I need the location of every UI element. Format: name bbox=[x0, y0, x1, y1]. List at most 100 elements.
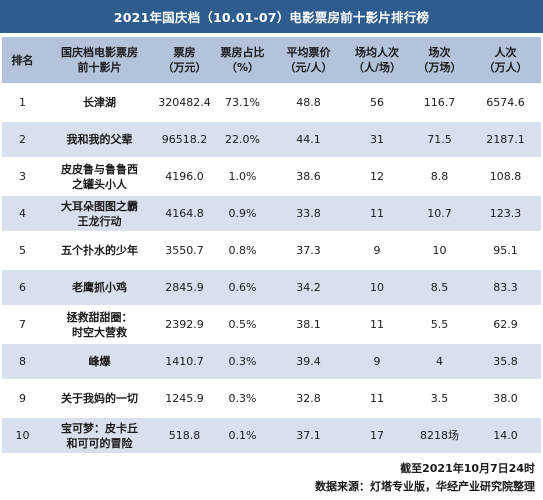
cell-screenings: 10.7 bbox=[409, 196, 470, 231]
table-row: 4 大耳朵图图之霸 王龙行动 4164.8 0.9% 33.8 11 10.7 123.3 bbox=[2, 196, 541, 231]
cell-rank: 8 bbox=[2, 344, 43, 379]
header-rank: 排名 bbox=[2, 37, 43, 83]
table-row: 2 我和我的父辈 96518.2 22.0% 44.1 31 71.5 2187.1 bbox=[2, 122, 541, 157]
cell-box-office: 1410.7 bbox=[156, 344, 213, 379]
cell-admissions: 123.3 bbox=[470, 196, 541, 231]
cell-screenings: 4 bbox=[409, 344, 470, 379]
cell-rank: 10 bbox=[2, 418, 43, 453]
cell-screenings: 116.7 bbox=[409, 85, 470, 120]
cell-avg-price: 38.6 bbox=[272, 159, 345, 194]
cell-box-office: 3550.7 bbox=[156, 233, 213, 268]
cell-film: 大耳朵图图之霸 王龙行动 bbox=[43, 196, 156, 231]
cell-avg-attendance: 56 bbox=[345, 85, 409, 120]
cell-admissions: 83.3 bbox=[470, 270, 541, 305]
cell-rank: 7 bbox=[2, 307, 43, 342]
cell-film: 拯救甜甜圈： 时空大营救 bbox=[43, 307, 156, 342]
cell-screenings: 8.5 bbox=[409, 270, 470, 305]
cell-box-office: 518.8 bbox=[156, 418, 213, 453]
header-box-office: 票房 （万元） bbox=[156, 37, 213, 83]
table-row: 5 五个扑水的少年 3550.7 0.8% 37.3 9 10 95.1 bbox=[2, 233, 541, 268]
cell-admissions: 108.8 bbox=[470, 159, 541, 194]
cell-rank: 5 bbox=[2, 233, 43, 268]
cell-film: 老鹰抓小鸡 bbox=[43, 270, 156, 305]
cell-screenings: 3.5 bbox=[409, 381, 470, 416]
cell-admissions: 38.0 bbox=[470, 381, 541, 416]
cell-share: 0.9% bbox=[213, 196, 272, 231]
header-film: 国庆档电影票房 前十影片 bbox=[43, 37, 156, 83]
cell-box-office: 96518.2 bbox=[156, 122, 213, 157]
cell-avg-price: 39.4 bbox=[272, 344, 345, 379]
cell-share: 0.6% bbox=[213, 270, 272, 305]
cell-box-office: 2392.9 bbox=[156, 307, 213, 342]
date-note: 截至2021年10月7日24时 bbox=[400, 462, 535, 475]
cell-rank: 3 bbox=[2, 159, 43, 194]
cell-rank: 2 bbox=[2, 122, 43, 157]
cell-box-office: 2845.9 bbox=[156, 270, 213, 305]
table-row: 7 拯救甜甜圈： 时空大营救 2392.9 0.5% 38.1 11 5.5 62.9 bbox=[2, 307, 541, 342]
cell-avg-attendance: 9 bbox=[345, 233, 409, 268]
cell-avg-attendance: 31 bbox=[345, 122, 409, 157]
table-row: 10 宝可梦：皮卡丘 和可可的冒险 518.8 0.1% 37.1 17 8218场 14.0 bbox=[2, 418, 541, 453]
cell-share: 0.1% bbox=[213, 418, 272, 453]
cell-screenings: 10 bbox=[409, 233, 470, 268]
cell-admissions: 95.1 bbox=[470, 233, 541, 268]
cell-avg-attendance: 17 bbox=[345, 418, 409, 453]
cell-avg-attendance: 11 bbox=[345, 307, 409, 342]
table-row: 1 长津湖 320482.4 73.1% 48.8 56 116.7 6574.6 bbox=[2, 85, 541, 120]
cell-avg-price: 37.3 bbox=[272, 233, 345, 268]
cell-rank: 1 bbox=[2, 85, 43, 120]
table-title: 2021年国庆档（10.01-07）电影票房前十影片排行榜 bbox=[0, 0, 543, 33]
cell-film: 关于我妈的一切 bbox=[43, 381, 156, 416]
cell-share: 0.3% bbox=[213, 344, 272, 379]
cell-avg-price: 34.2 bbox=[272, 270, 345, 305]
cell-box-office: 4164.8 bbox=[156, 196, 213, 231]
cell-admissions: 6574.6 bbox=[470, 85, 541, 120]
cell-admissions: 35.8 bbox=[470, 344, 541, 379]
cell-rank: 4 bbox=[2, 196, 43, 231]
table-row: 8 峰爆 1410.7 0.3% 39.4 9 4 35.8 bbox=[2, 344, 541, 379]
cell-rank: 6 bbox=[2, 270, 43, 305]
cell-film: 峰爆 bbox=[43, 344, 156, 379]
cell-avg-attendance: 11 bbox=[345, 196, 409, 231]
header-admissions: 人次 （万人） bbox=[470, 37, 541, 83]
cell-avg-price: 33.8 bbox=[272, 196, 345, 231]
cell-screenings: 8.8 bbox=[409, 159, 470, 194]
header-screenings: 场次 （万场） bbox=[409, 37, 470, 83]
cell-screenings: 71.5 bbox=[409, 122, 470, 157]
cell-film: 宝可梦：皮卡丘 和可可的冒险 bbox=[43, 418, 156, 453]
cell-share: 0.5% bbox=[213, 307, 272, 342]
cell-avg-attendance: 9 bbox=[345, 344, 409, 379]
cell-box-office: 4196.0 bbox=[156, 159, 213, 194]
cell-share: 1.0% bbox=[213, 159, 272, 194]
table-body: 1 长津湖 320482.4 73.1% 48.8 56 116.7 6574.6 2 我和我的父… bbox=[2, 85, 541, 453]
header-row: 排名 国庆档电影票房 前十影片 票房 （万元） 票房占比 （%） 平均票价 （元/人） … bbox=[2, 37, 541, 83]
cell-avg-attendance: 11 bbox=[345, 381, 409, 416]
cell-film: 皮皮鲁与鲁鲁西 之罐头小人 bbox=[43, 159, 156, 194]
source-note: 数据来源：灯塔专业版，华经产业研究院整理 bbox=[315, 480, 535, 493]
cell-admissions: 2187.1 bbox=[470, 122, 541, 157]
cell-avg-price: 48.8 bbox=[272, 85, 345, 120]
box-office-table: 排名 国庆档电影票房 前十影片 票房 （万元） 票房占比 （%） 平均票价 （元/人） … bbox=[2, 35, 541, 455]
table-row: 3 皮皮鲁与鲁鲁西 之罐头小人 4196.0 1.0% 38.6 12 8.8 108.8 bbox=[2, 159, 541, 194]
cell-share: 22.0% bbox=[213, 122, 272, 157]
cell-share: 0.3% bbox=[213, 381, 272, 416]
cell-admissions: 62.9 bbox=[470, 307, 541, 342]
header-share: 票房占比 （%） bbox=[213, 37, 272, 83]
cell-screenings: 5.5 bbox=[409, 307, 470, 342]
cell-avg-price: 37.1 bbox=[272, 418, 345, 453]
cell-screenings: 8218场 bbox=[409, 418, 470, 453]
cell-box-office: 1245.9 bbox=[156, 381, 213, 416]
cell-film: 五个扑水的少年 bbox=[43, 233, 156, 268]
header-avg-attendance: 场均人次 （人/场） bbox=[345, 37, 409, 83]
table-row: 9 关于我妈的一切 1245.9 0.3% 32.8 11 3.5 38.0 bbox=[2, 381, 541, 416]
cell-rank: 9 bbox=[2, 381, 43, 416]
cell-share: 73.1% bbox=[213, 85, 272, 120]
table-row: 6 老鹰抓小鸡 2845.9 0.6% 34.2 10 8.5 83.3 bbox=[2, 270, 541, 305]
cell-avg-price: 38.1 bbox=[272, 307, 345, 342]
cell-share: 0.8% bbox=[213, 233, 272, 268]
cell-film: 我和我的父辈 bbox=[43, 122, 156, 157]
header-avg-price: 平均票价 （元/人） bbox=[272, 37, 345, 83]
cell-avg-price: 44.1 bbox=[272, 122, 345, 157]
cell-film: 长津湖 bbox=[43, 85, 156, 120]
